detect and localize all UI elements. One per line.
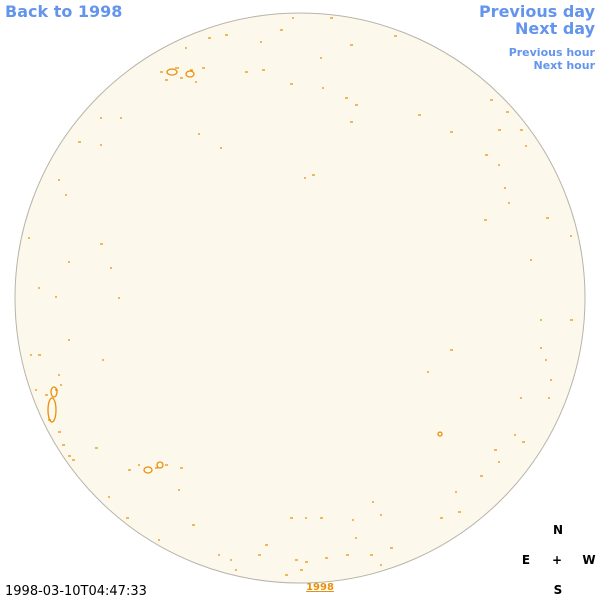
year-link[interactable]: 1998 xyxy=(306,582,334,593)
compass-center: + xyxy=(552,553,562,567)
compass-west: W xyxy=(582,553,595,567)
magnetic-contours xyxy=(28,17,573,576)
back-link[interactable]: Back to 1998 xyxy=(5,2,122,21)
timestamp: 1998-03-10T04:47:33 xyxy=(5,584,147,599)
solar-disc xyxy=(14,12,586,584)
compass-east: E xyxy=(522,553,530,567)
next-hour-link[interactable]: Next hour xyxy=(534,59,596,72)
previous-hour-link[interactable]: Previous hour xyxy=(509,46,596,59)
previous-day-link[interactable]: Previous day xyxy=(479,2,596,21)
compass-north: N xyxy=(553,523,563,537)
compass-south: S xyxy=(554,583,563,597)
next-day-link[interactable]: Next day xyxy=(515,19,596,38)
